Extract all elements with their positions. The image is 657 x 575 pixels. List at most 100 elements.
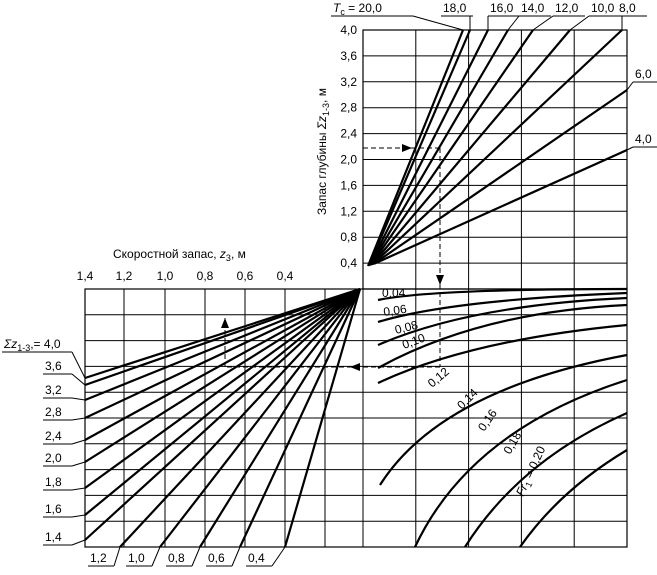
x-label-var: z [219, 247, 226, 261]
curve-label: Fr1 = 0,20 [513, 444, 550, 499]
curve-label: 16,0 [490, 1, 514, 15]
x-label-sub: 3 [226, 253, 231, 263]
leader-line [71, 439, 86, 445]
fr-curve [377, 303, 628, 369]
tc-curve [372, 29, 623, 266]
y-label-unit: , м [315, 88, 329, 103]
leader-line [271, 546, 286, 567]
y-axis-label: Запас глубины Σz1-3, м [315, 88, 331, 215]
y-tick-label: 2,8 [340, 101, 357, 115]
curve-label: 0,8 [168, 551, 185, 565]
leader-line [532, 15, 554, 31]
curve-label: 0,08 [393, 318, 419, 337]
y-tick-label: 2,0 [340, 153, 357, 167]
x-axis-label: Скоростной запас, z3, м [113, 247, 246, 263]
route-arrow [221, 318, 229, 328]
x-tick-label: 0,8 [197, 269, 214, 283]
curve-label: 6,0 [635, 67, 652, 81]
curve-label: 0,4 [248, 551, 265, 565]
curve-label: 0,12 [425, 364, 452, 390]
route-arrow [350, 363, 360, 371]
curve-label: 1,8 [45, 475, 62, 489]
curve-label: Σz1-3,= 4,0 [3, 337, 61, 353]
curve-label: 2,0 [45, 451, 62, 465]
leader-line [71, 514, 86, 518]
x-label-text: Скоростной запас, [113, 247, 220, 261]
x-label-unit: , м [231, 247, 246, 261]
curve-label: 8,0 [619, 1, 636, 15]
curve-label: 0,06 [382, 302, 407, 319]
sum-z-curve [84, 288, 361, 541]
label-value: 20,0 [359, 1, 383, 15]
y-tick-label: 3,6 [340, 49, 357, 63]
leader-line [71, 417, 86, 421]
route-arrow [402, 144, 412, 152]
y-tick-label: 2,4 [340, 127, 357, 141]
leader-line [231, 546, 241, 567]
z3-curve [283, 288, 362, 548]
fr-curve [377, 287, 628, 302]
y-tick-label: 1,2 [340, 204, 357, 218]
leader-line [626, 146, 634, 151]
frame [362, 29, 628, 290]
tc-curve [373, 148, 628, 265]
curve-label: 1,2 [90, 551, 107, 565]
leader-line [71, 539, 86, 546]
fr-curve [519, 449, 628, 548]
x-tick-label: 1,0 [157, 269, 174, 283]
fr-curve [379, 353, 628, 486]
curve-label: 2,8 [45, 405, 62, 419]
leader-line [71, 461, 86, 467]
sum-z-curve [84, 288, 361, 441]
label-sub: c [340, 7, 345, 17]
leader-line [626, 81, 634, 91]
curve-label: 14,0 [521, 1, 545, 15]
leader-line [191, 546, 201, 567]
curve-label: 3,6 [45, 359, 62, 373]
sum-z-curve [84, 287, 361, 380]
curve-label: 1,0 [128, 551, 145, 565]
z3-curve [159, 288, 361, 548]
curve-label: 10,0 [591, 1, 615, 15]
x-tick-label: 1,2 [116, 269, 133, 283]
curve-label: Tc = 20,0 [333, 1, 382, 17]
sum-z-curve [84, 288, 361, 516]
y-tick-label: 3,2 [340, 75, 357, 89]
y-label-sub: 1-3 [321, 103, 331, 116]
fr-curve [414, 378, 628, 548]
label-sub: 1-3 [17, 343, 30, 353]
leader-line [71, 397, 86, 401]
curve-label: 0,16 [475, 406, 500, 433]
sum-z-curve [84, 288, 361, 489]
leader-line [507, 15, 520, 31]
curve-label: 0,14 [454, 385, 481, 412]
label-sub: 1 [523, 480, 534, 489]
curve-label: 3,2 [45, 383, 62, 397]
curve-label: 0,6 [208, 551, 225, 565]
y-tick-label: 1,6 [340, 178, 357, 192]
x-tick-label: 0,6 [237, 269, 254, 283]
sum-z-curve [84, 287, 361, 402]
route-arrow [436, 275, 444, 285]
y-label-var: Σz [315, 116, 329, 130]
curve-label: 0,04 [382, 286, 406, 300]
x-tick-label: 0,4 [277, 269, 294, 283]
fr-curve [377, 296, 628, 347]
label-eq: = [520, 465, 538, 483]
curve-label: 4,0 [635, 132, 652, 146]
fr-curve [377, 323, 628, 384]
y-tick-label: 4,0 [340, 23, 357, 37]
z3-curve [119, 288, 361, 548]
sum-z-curve [84, 288, 361, 463]
fr-curve [377, 291, 628, 324]
label-var: T [333, 1, 342, 15]
tc-curve [372, 89, 628, 265]
label-eq: = [345, 1, 359, 15]
label-eq: ,= [30, 337, 44, 351]
sum-z-curve [84, 288, 361, 419]
leader-line [71, 487, 86, 491]
tc-curve [370, 29, 534, 266]
leader-line [151, 546, 161, 567]
tc-curve [371, 29, 571, 266]
